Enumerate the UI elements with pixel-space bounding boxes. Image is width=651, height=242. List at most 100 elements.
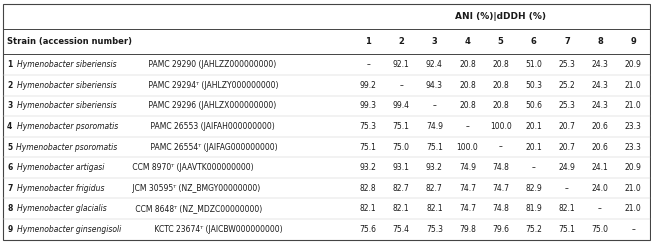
- Text: 82.1: 82.1: [360, 204, 376, 213]
- Text: 75.0: 75.0: [592, 225, 609, 234]
- Text: 82.7: 82.7: [426, 184, 443, 193]
- Text: 75.1: 75.1: [559, 225, 575, 234]
- Text: Hymenobacter glacialis: Hymenobacter glacialis: [17, 204, 107, 213]
- Text: 3: 3: [7, 101, 12, 110]
- Text: JCM 30595ᵀ (NZ_BMGY00000000): JCM 30595ᵀ (NZ_BMGY00000000): [130, 184, 260, 193]
- Text: PAMC 29294ᵀ (JAHLZY000000000): PAMC 29294ᵀ (JAHLZY000000000): [146, 81, 278, 90]
- Text: –: –: [499, 143, 503, 151]
- Text: –: –: [399, 81, 403, 90]
- Text: 7: 7: [564, 37, 570, 46]
- Text: 75.4: 75.4: [393, 225, 409, 234]
- Text: 50.3: 50.3: [525, 81, 542, 90]
- Text: 23.3: 23.3: [625, 122, 642, 131]
- Text: 2: 2: [398, 37, 404, 46]
- Text: 100.0: 100.0: [456, 143, 478, 151]
- Text: Hymenobacter artigasi: Hymenobacter artigasi: [16, 163, 104, 172]
- Text: 25.2: 25.2: [559, 81, 575, 90]
- Text: 51.0: 51.0: [525, 60, 542, 69]
- Text: 21.0: 21.0: [625, 204, 641, 213]
- Text: 1: 1: [7, 60, 12, 69]
- Text: 20.1: 20.1: [525, 143, 542, 151]
- Text: 20.8: 20.8: [459, 101, 476, 110]
- Text: Strain (accession number): Strain (accession number): [7, 37, 132, 46]
- Text: 21.0: 21.0: [625, 81, 641, 90]
- Text: Hymenobacter siberiensis: Hymenobacter siberiensis: [16, 60, 116, 69]
- Text: 75.1: 75.1: [393, 122, 409, 131]
- Text: PAMC 26553 (JAIFAH000000000): PAMC 26553 (JAIFAH000000000): [148, 122, 275, 131]
- Text: 24.9: 24.9: [559, 163, 575, 172]
- Text: 94.3: 94.3: [426, 81, 443, 90]
- Text: CCM 8970ᵀ (JAAVTK000000000): CCM 8970ᵀ (JAAVTK000000000): [130, 163, 253, 172]
- Text: 82.7: 82.7: [393, 184, 409, 193]
- Text: 50.6: 50.6: [525, 101, 542, 110]
- Text: 20.8: 20.8: [492, 101, 509, 110]
- Text: ANI (%)|dDDH (%): ANI (%)|dDDH (%): [455, 12, 546, 21]
- Text: 75.6: 75.6: [359, 225, 377, 234]
- Text: 92.1: 92.1: [393, 60, 409, 69]
- Text: 4: 4: [7, 122, 12, 131]
- Text: 21.0: 21.0: [625, 184, 641, 193]
- Text: 8: 8: [597, 37, 603, 46]
- Text: 20.7: 20.7: [559, 122, 575, 131]
- Text: 74.7: 74.7: [492, 184, 509, 193]
- Text: 20.8: 20.8: [459, 81, 476, 90]
- Text: 75.1: 75.1: [426, 143, 443, 151]
- Text: 75.3: 75.3: [359, 122, 377, 131]
- Text: 20.9: 20.9: [625, 163, 642, 172]
- Text: 82.1: 82.1: [426, 204, 443, 213]
- Text: 20.1: 20.1: [525, 122, 542, 131]
- Text: 99.4: 99.4: [393, 101, 409, 110]
- Text: 5: 5: [7, 143, 12, 151]
- Text: Hymenobacter ginsengisoli: Hymenobacter ginsengisoli: [16, 225, 121, 234]
- Text: PAMC 29296 (JAHLZX000000000): PAMC 29296 (JAHLZX000000000): [146, 101, 276, 110]
- Text: 82.8: 82.8: [360, 184, 376, 193]
- Text: PAMC 29290 (JAHLZZ000000000): PAMC 29290 (JAHLZZ000000000): [146, 60, 276, 69]
- Text: 24.3: 24.3: [592, 101, 609, 110]
- Text: 21.0: 21.0: [625, 101, 641, 110]
- Text: KCTC 23674ᵀ (JAICBW000000000): KCTC 23674ᵀ (JAICBW000000000): [152, 225, 283, 234]
- Text: 20.8: 20.8: [492, 60, 509, 69]
- Text: 2: 2: [7, 81, 12, 90]
- Text: 24.3: 24.3: [592, 81, 609, 90]
- Text: 20.8: 20.8: [459, 60, 476, 69]
- Text: –: –: [565, 184, 569, 193]
- Text: 79.8: 79.8: [459, 225, 476, 234]
- Text: 5: 5: [497, 37, 504, 46]
- Text: 93.2: 93.2: [426, 163, 443, 172]
- Text: 3: 3: [432, 37, 437, 46]
- Text: –: –: [432, 101, 436, 110]
- Text: 74.9: 74.9: [459, 163, 476, 172]
- Text: 4: 4: [465, 37, 471, 46]
- Text: 9: 9: [7, 225, 12, 234]
- Text: –: –: [631, 225, 635, 234]
- Text: –: –: [465, 122, 469, 131]
- Text: 82.1: 82.1: [393, 204, 409, 213]
- Text: 93.1: 93.1: [393, 163, 409, 172]
- Text: 82.1: 82.1: [559, 204, 575, 213]
- Text: 24.1: 24.1: [592, 163, 609, 172]
- Text: 24.0: 24.0: [592, 184, 609, 193]
- Text: –: –: [366, 60, 370, 69]
- Text: 6: 6: [531, 37, 536, 46]
- Text: 75.0: 75.0: [393, 143, 409, 151]
- Text: 20.6: 20.6: [592, 122, 609, 131]
- Text: 1: 1: [365, 37, 371, 46]
- Text: 74.7: 74.7: [459, 184, 476, 193]
- Text: 74.9: 74.9: [426, 122, 443, 131]
- Text: 25.3: 25.3: [559, 101, 575, 110]
- Text: 100.0: 100.0: [490, 122, 512, 131]
- Text: 74.7: 74.7: [459, 204, 476, 213]
- Text: –: –: [532, 163, 536, 172]
- Text: 74.8: 74.8: [492, 163, 509, 172]
- Text: 82.9: 82.9: [525, 184, 542, 193]
- Text: 7: 7: [7, 184, 12, 193]
- Text: 74.8: 74.8: [492, 204, 509, 213]
- Text: 81.9: 81.9: [525, 204, 542, 213]
- Text: 20.6: 20.6: [592, 143, 609, 151]
- Text: 92.4: 92.4: [426, 60, 443, 69]
- Text: 99.3: 99.3: [359, 101, 377, 110]
- Text: Hymenobacter siberiensis: Hymenobacter siberiensis: [16, 101, 116, 110]
- Text: 75.2: 75.2: [525, 225, 542, 234]
- Text: 20.9: 20.9: [625, 60, 642, 69]
- Text: 75.3: 75.3: [426, 225, 443, 234]
